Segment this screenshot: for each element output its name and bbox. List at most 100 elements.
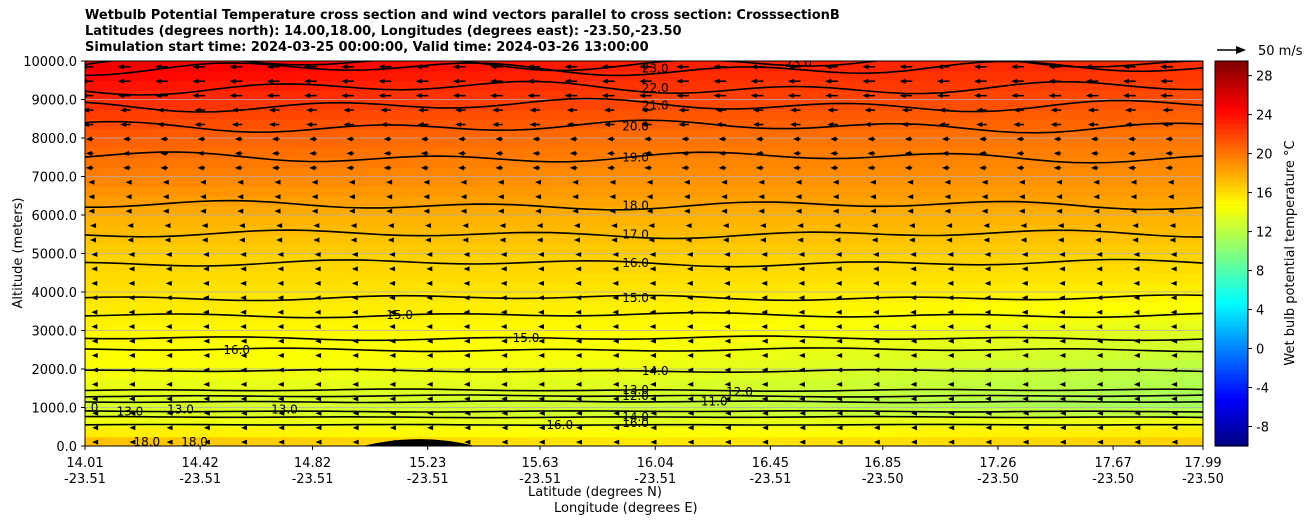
field-cell (644, 215, 669, 226)
field-cell (923, 195, 948, 207)
field-cell (713, 166, 738, 178)
field-cell (597, 234, 622, 245)
field-cell (900, 369, 925, 380)
field-cell (597, 388, 622, 399)
wind-arrow-head (455, 107, 462, 113)
field-cell (108, 166, 133, 178)
field-cell (667, 215, 692, 226)
wind-arrow-head (128, 280, 135, 286)
colorbar-swatch (1215, 407, 1248, 413)
field-cell (364, 224, 389, 235)
field-cell (481, 388, 506, 399)
field-cell (131, 61, 156, 72)
field-cell (294, 205, 319, 216)
field-cell (876, 320, 901, 332)
wind-arrow-head (676, 93, 683, 99)
wind-arrow-head (609, 179, 616, 185)
field-cell (690, 426, 715, 438)
field-cell (1109, 147, 1134, 158)
field-cell (527, 109, 552, 120)
field-cell (178, 378, 203, 389)
field-cell (946, 186, 971, 197)
field-cell (690, 109, 715, 120)
field-cell (923, 330, 948, 341)
field-cell (760, 205, 785, 216)
field-cell (317, 397, 342, 409)
colorbar-swatch (1215, 128, 1248, 134)
field-cell (131, 234, 156, 245)
wind-arrow-head (650, 367, 657, 373)
field-cell (527, 407, 552, 418)
field-cell (317, 272, 342, 284)
field-cell (644, 109, 669, 120)
wind-arrow-head (564, 93, 571, 99)
field-cell (224, 388, 249, 399)
field-cell (807, 292, 832, 303)
field-cell (783, 205, 808, 216)
field-cell (1109, 89, 1134, 101)
field-cell (457, 330, 482, 341)
wind-arrow-head (426, 353, 433, 359)
field-cell (946, 61, 971, 72)
field-cell (574, 388, 599, 399)
field-cell (667, 282, 692, 293)
wind-arrow-head (266, 93, 273, 99)
field-cell (1016, 128, 1041, 139)
wind-arrow-head (378, 64, 385, 70)
field-cell (620, 369, 645, 380)
wind-arrow-head (609, 194, 616, 200)
colorbar-swatch (1215, 349, 1248, 356)
field-cell (946, 138, 971, 149)
field-cell (713, 224, 738, 235)
field-cell (154, 128, 179, 139)
field-cell (294, 176, 319, 187)
wind-arrow-head (202, 266, 209, 272)
wind-arrow-head (1133, 309, 1140, 315)
contour-label: 22.0 (642, 81, 669, 95)
field-cell (178, 369, 203, 380)
field-cell (550, 186, 575, 197)
field-cell (550, 70, 575, 81)
x-tick-label-lat: 15.63 (521, 456, 558, 471)
field-cell (294, 272, 319, 284)
field-cell (1040, 70, 1065, 81)
colorbar-swatch (1215, 181, 1248, 187)
wind-arrow-head (240, 251, 247, 257)
wind-arrow-head (685, 237, 692, 243)
field-cell (713, 340, 738, 351)
field-cell (900, 340, 925, 351)
field-cell (550, 263, 575, 274)
field-cell (876, 186, 901, 197)
field-cell (644, 292, 669, 303)
wind-arrow-head (687, 410, 694, 416)
field-cell (853, 70, 878, 81)
wind-arrow-head (834, 237, 841, 243)
contour-line (85, 347, 1203, 353)
field-cell (970, 253, 995, 264)
field-cell (644, 138, 669, 149)
field-cell (1179, 138, 1203, 149)
wind-arrow-head (1133, 266, 1140, 272)
field-cell (876, 388, 901, 399)
field-cell (85, 89, 110, 101)
field-cell (597, 176, 622, 187)
field-cell (737, 388, 762, 399)
wind-arrow-head (383, 136, 390, 142)
wind-arrow-head (341, 64, 348, 70)
field-cell (1063, 436, 1088, 446)
field-cell (481, 272, 506, 284)
wind-arrow-head (88, 179, 95, 185)
field-cell (85, 215, 110, 226)
field-cell (1040, 195, 1065, 207)
field-cell (224, 224, 249, 235)
wind-arrow-head (426, 324, 433, 330)
field-cell (807, 109, 832, 120)
field-cell (876, 61, 901, 72)
field-cell (294, 157, 319, 168)
field-cell (876, 243, 901, 255)
wind-arrow-head (1056, 208, 1063, 214)
field-cell (946, 263, 971, 274)
wind-arrow-head (128, 251, 135, 257)
wind-arrow-head (460, 208, 467, 214)
wind-arrow-head (1133, 353, 1140, 359)
